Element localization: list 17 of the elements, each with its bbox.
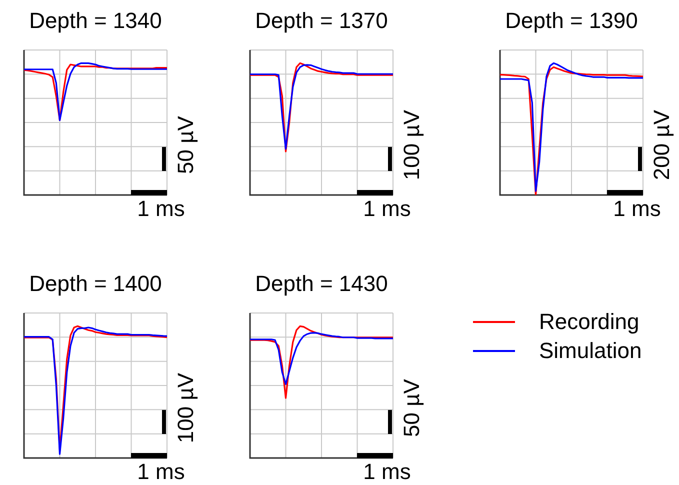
chart-title: Depth = 1340 <box>28 8 163 34</box>
text: 1 ms <box>136 459 186 484</box>
text: 100 µV <box>173 372 199 446</box>
text: 1 ms <box>362 196 412 221</box>
legend-label: Recording <box>539 308 640 334</box>
chart-title: Depth = 1400 <box>28 271 163 297</box>
legend-label: Simulation <box>539 338 642 364</box>
text: 1 ms <box>136 196 186 221</box>
chart-title: Depth = 1370 <box>254 8 389 34</box>
chart-title: Depth = 1390 <box>504 8 639 34</box>
text: 100 µV <box>399 108 425 182</box>
text: 50 µV <box>173 115 199 176</box>
text: 200 µV <box>649 108 675 182</box>
text: 1 ms <box>612 196 662 221</box>
text: 50 µV <box>399 378 425 439</box>
text: 1 ms <box>362 459 412 484</box>
chart-title: Depth = 1430 <box>254 271 389 297</box>
